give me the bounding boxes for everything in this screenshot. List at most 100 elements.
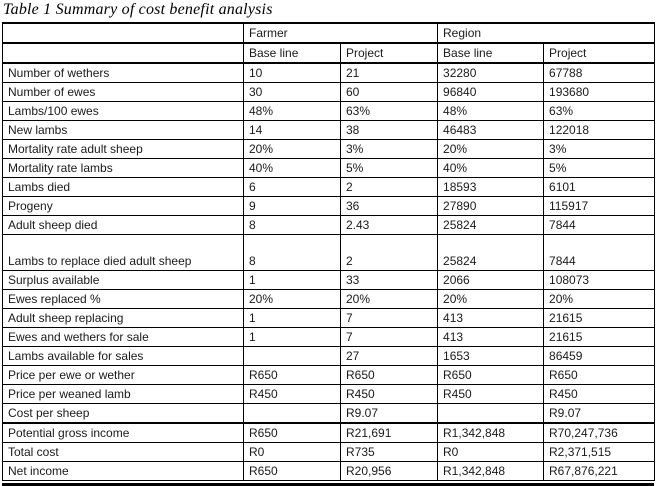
cell: 14: [243, 120, 341, 140]
header-group-row: Farmer Region: [2, 23, 656, 44]
cell: 3%: [339, 139, 439, 159]
row-label: Adult sheep replacing: [2, 308, 244, 328]
cell: 36: [339, 196, 439, 216]
col-group-farmer: Farmer: [242, 23, 439, 44]
cell: 48%: [243, 101, 341, 121]
cell: 2: [339, 177, 439, 197]
corner-cell: [2, 43, 244, 64]
row-label: Mortality rate lambs: [2, 158, 244, 178]
cell: 5%: [339, 158, 439, 178]
cell: R0: [243, 442, 341, 462]
cell: 9: [243, 196, 341, 216]
cell: 115917: [543, 196, 656, 216]
cell: R67,876,221: [543, 461, 656, 481]
cell: [243, 403, 341, 424]
cell: [437, 403, 545, 424]
row-label: Lambs to replace died adult sheep: [2, 234, 244, 271]
cell: 25824: [437, 234, 545, 271]
cell: R20,956: [339, 461, 439, 481]
cell: 33: [339, 270, 439, 290]
table-row: New lambs 14 38 46483 122018: [2, 120, 656, 140]
table-row: Potential gross income R650 R21,691 R1,3…: [2, 422, 656, 443]
cell: 30: [243, 82, 341, 102]
cell: 63%: [543, 101, 656, 121]
table-row: Number of wethers 10 21 32280 67788: [2, 63, 656, 83]
row-label: Lambs/100 ewes: [2, 101, 244, 121]
row-label: New lambs: [2, 120, 244, 140]
cell: 18593: [437, 177, 545, 197]
cell: 20%: [543, 289, 656, 309]
cell: R21,691: [339, 422, 439, 443]
row-label: Number of ewes: [2, 82, 244, 102]
cell: R2,371,515: [543, 442, 656, 462]
table-row: Lambs available for sales 27 1653 86459: [2, 346, 656, 366]
cell: 38: [339, 120, 439, 140]
cell: 1: [243, 327, 341, 347]
cell: R650: [339, 365, 439, 385]
table-row: Lambs died 6 2 18593 6101: [2, 177, 656, 197]
cell: 1: [243, 308, 341, 328]
cost-benefit-table: Farmer Region Base line Project Base lin…: [2, 22, 656, 481]
cell: 67788: [543, 63, 656, 83]
row-label: Lambs died: [2, 177, 244, 197]
col-header-region-baseline: Base line: [437, 43, 545, 64]
cell: 10: [243, 63, 341, 83]
table-row: Ewes replaced % 20% 20% 20% 20%: [2, 289, 656, 309]
cell: 7844: [543, 234, 656, 271]
row-label: Price per ewe or wether: [2, 365, 244, 385]
cell: 2.43: [339, 215, 439, 235]
col-group-region: Region: [437, 23, 656, 44]
row-label: Lambs available for sales: [2, 346, 244, 366]
corner-cell: [2, 23, 244, 44]
table-row: Net income R650 R20,956 R1,342,848 R67,8…: [2, 461, 656, 481]
cell: 8: [243, 215, 341, 235]
row-label: Ewes replaced %: [2, 289, 244, 309]
cell: 20%: [243, 139, 341, 159]
table-caption: Table 1 Summary of cost benefit analysis: [3, 1, 273, 18]
cell: 20%: [437, 289, 545, 309]
cell: 413: [437, 327, 545, 347]
row-label: Price per weaned lamb: [2, 384, 244, 404]
table-row: Adult sheep died 8 2.43 25824 7844: [2, 215, 656, 235]
row-label: Progeny: [2, 196, 244, 216]
cell: 20%: [243, 289, 341, 309]
cell: R450: [543, 384, 656, 404]
row-label: Net income: [2, 461, 244, 481]
cell: R1,342,848: [437, 461, 545, 481]
cell: 20%: [437, 139, 545, 159]
cell: 193680: [543, 82, 656, 102]
row-label: Surplus available: [2, 270, 244, 290]
cell: 108073: [543, 270, 656, 290]
cell: R450: [339, 384, 439, 404]
cell: 27: [339, 346, 439, 366]
col-header-region-project: Project: [543, 43, 656, 64]
cell: 2066: [437, 270, 545, 290]
cell: 86459: [543, 346, 656, 366]
table-row: Progeny 9 36 27890 115917: [2, 196, 656, 216]
cell: 8: [243, 234, 341, 271]
row-label: Adult sheep died: [2, 215, 244, 235]
cell: 40%: [243, 158, 341, 178]
cell: 413: [437, 308, 545, 328]
cell: 1: [243, 270, 341, 290]
cell: [243, 346, 341, 366]
cell: R735: [339, 442, 439, 462]
table-row: Mortality rate lambs 40% 5% 40% 5%: [2, 158, 656, 178]
table-row: Lambs/100 ewes 48% 63% 48% 63%: [2, 101, 656, 121]
cell: 6101: [543, 177, 656, 197]
cell: R650: [243, 422, 341, 443]
cell: 7: [339, 308, 439, 328]
cell: R9.07: [339, 403, 439, 424]
row-label: Mortality rate adult sheep: [2, 139, 244, 159]
row-label: Cost per sheep: [2, 403, 244, 424]
table-row: Price per weaned lamb R450 R450 R450 R45…: [2, 384, 656, 404]
row-label: Number of wethers: [2, 63, 244, 83]
cell: 7: [339, 327, 439, 347]
cell: R0: [437, 442, 545, 462]
table-row: Adult sheep replacing 1 7 413 21615: [2, 308, 656, 328]
cell: 21615: [543, 308, 656, 328]
cell: R70,247,736: [543, 422, 656, 443]
table-row: Mortality rate adult sheep 20% 3% 20% 3%: [2, 139, 656, 159]
table-row: Lambs to replace died adult sheep 8 2 25…: [2, 234, 656, 271]
